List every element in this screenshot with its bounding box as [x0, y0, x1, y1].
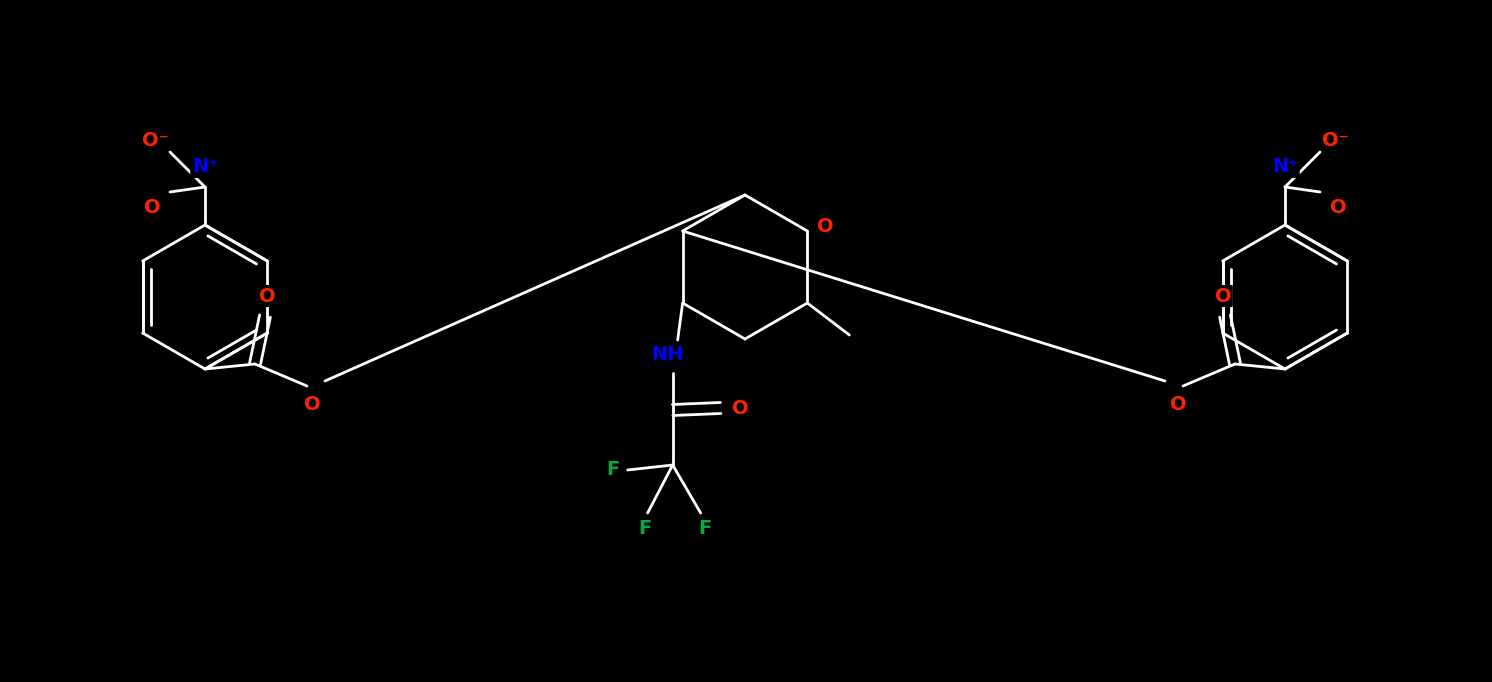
Text: F: F	[606, 460, 619, 479]
Text: O⁻: O⁻	[142, 130, 169, 149]
Text: O: O	[818, 216, 834, 235]
Text: O: O	[1329, 198, 1346, 216]
Text: NH: NH	[652, 346, 683, 364]
Text: O: O	[143, 198, 160, 216]
Text: N⁺: N⁺	[192, 158, 218, 177]
Text: O: O	[258, 286, 276, 306]
Text: O: O	[1214, 286, 1231, 306]
Text: O⁻: O⁻	[1322, 130, 1349, 149]
Text: O: O	[1170, 394, 1186, 413]
Text: F: F	[698, 520, 712, 539]
Text: N⁺: N⁺	[1271, 158, 1298, 177]
Text: F: F	[639, 520, 652, 539]
Text: O: O	[733, 398, 749, 417]
Text: O: O	[304, 394, 321, 413]
